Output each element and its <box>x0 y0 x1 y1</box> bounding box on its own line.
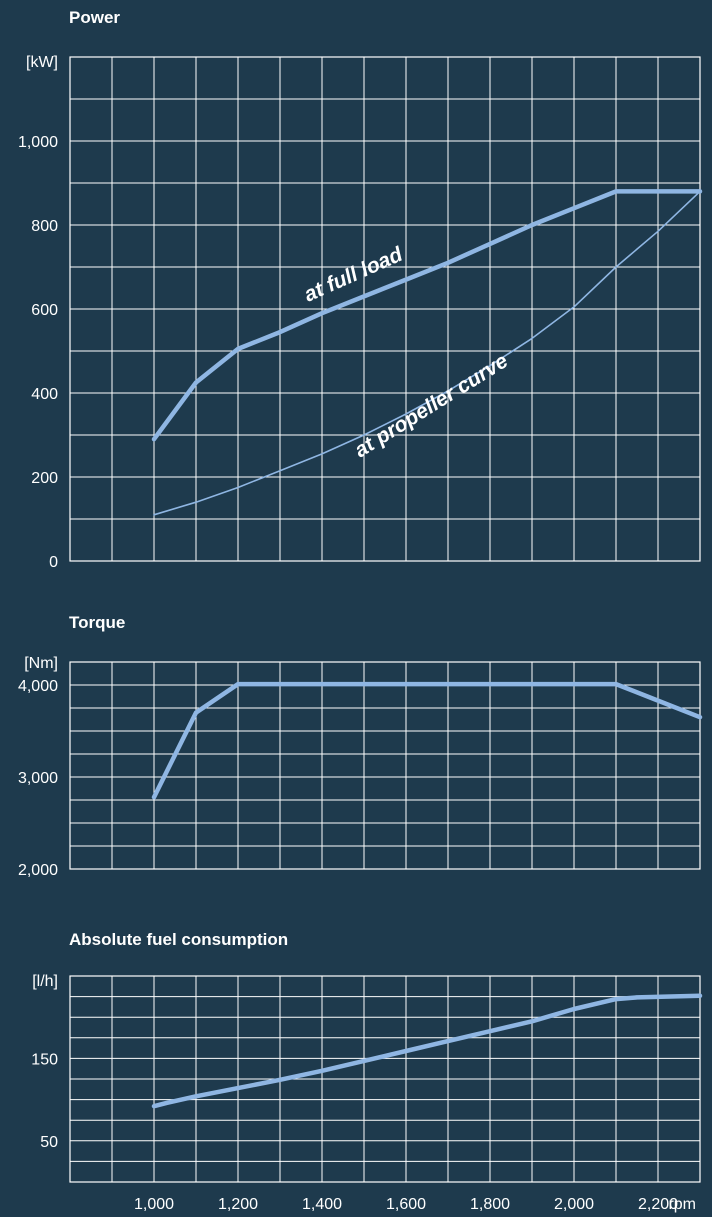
y-tick-label: 200 <box>31 470 58 487</box>
y-tick-label: 600 <box>31 302 58 319</box>
y-tick-label: 3,000 <box>18 770 58 787</box>
x-tick-label: 1,800 <box>470 1196 510 1213</box>
plot-frame <box>69 661 701 870</box>
y-tick-label: 800 <box>31 218 58 235</box>
plot-frame <box>69 56 701 562</box>
power-unit-label: [kW] <box>26 54 58 71</box>
series-fuel-consumption-line <box>151 993 703 1109</box>
power-panel: Power [kW] 0 200 400 600 800 1,000 at full lo… <box>18 8 703 571</box>
fuel-unit-label: [l/h] <box>32 973 58 990</box>
power-title: Power <box>69 8 120 27</box>
y-tick-label: 0 <box>49 554 58 571</box>
y-tick-label: 1,000 <box>18 134 58 151</box>
y-tick-label: 50 <box>40 1134 58 1151</box>
x-tick-label: 2,200 <box>638 1196 678 1213</box>
torque-plot: 2,000 3,000 4,000 <box>18 661 703 879</box>
x-tick-label: 1,400 <box>302 1196 342 1213</box>
series-torque-line <box>151 681 703 800</box>
series-propeller-curve-line <box>153 190 701 516</box>
x-tick-label: 1,600 <box>386 1196 426 1213</box>
plot-frame <box>69 975 701 1183</box>
torque-panel: Torque [Nm] 2,000 3,000 4,000 <box>18 613 703 879</box>
series-full-load-line <box>151 189 703 442</box>
annotation-propeller-curve: at propeller curve <box>350 349 512 462</box>
x-tick-label: 1,200 <box>218 1196 258 1213</box>
x-axis: rpm 1,000 1,200 1,400 1,600 1,800 2,000 2,200 <box>134 1196 696 1213</box>
x-tick-label: 1,000 <box>134 1196 174 1213</box>
y-tick-label: 2,000 <box>18 862 58 879</box>
y-tick-label: 150 <box>31 1051 58 1068</box>
y-tick-label: 400 <box>31 386 58 403</box>
x-tick-label: 2,000 <box>554 1196 594 1213</box>
fuel-panel: Absolute fuel consumption [l/h] 50 150 <box>31 930 703 1183</box>
torque-title: Torque <box>69 613 125 632</box>
fuel-plot: 50 150 <box>31 975 703 1183</box>
torque-unit-label: [Nm] <box>24 655 58 672</box>
power-plot: 0 200 400 600 800 1,000 <box>18 56 703 571</box>
y-tick-label: 4,000 <box>18 678 58 695</box>
annotation-full-load: at full load <box>301 242 407 306</box>
x-axis-unit-label: rpm <box>668 1196 696 1213</box>
fuel-title: Absolute fuel consumption <box>69 930 288 949</box>
